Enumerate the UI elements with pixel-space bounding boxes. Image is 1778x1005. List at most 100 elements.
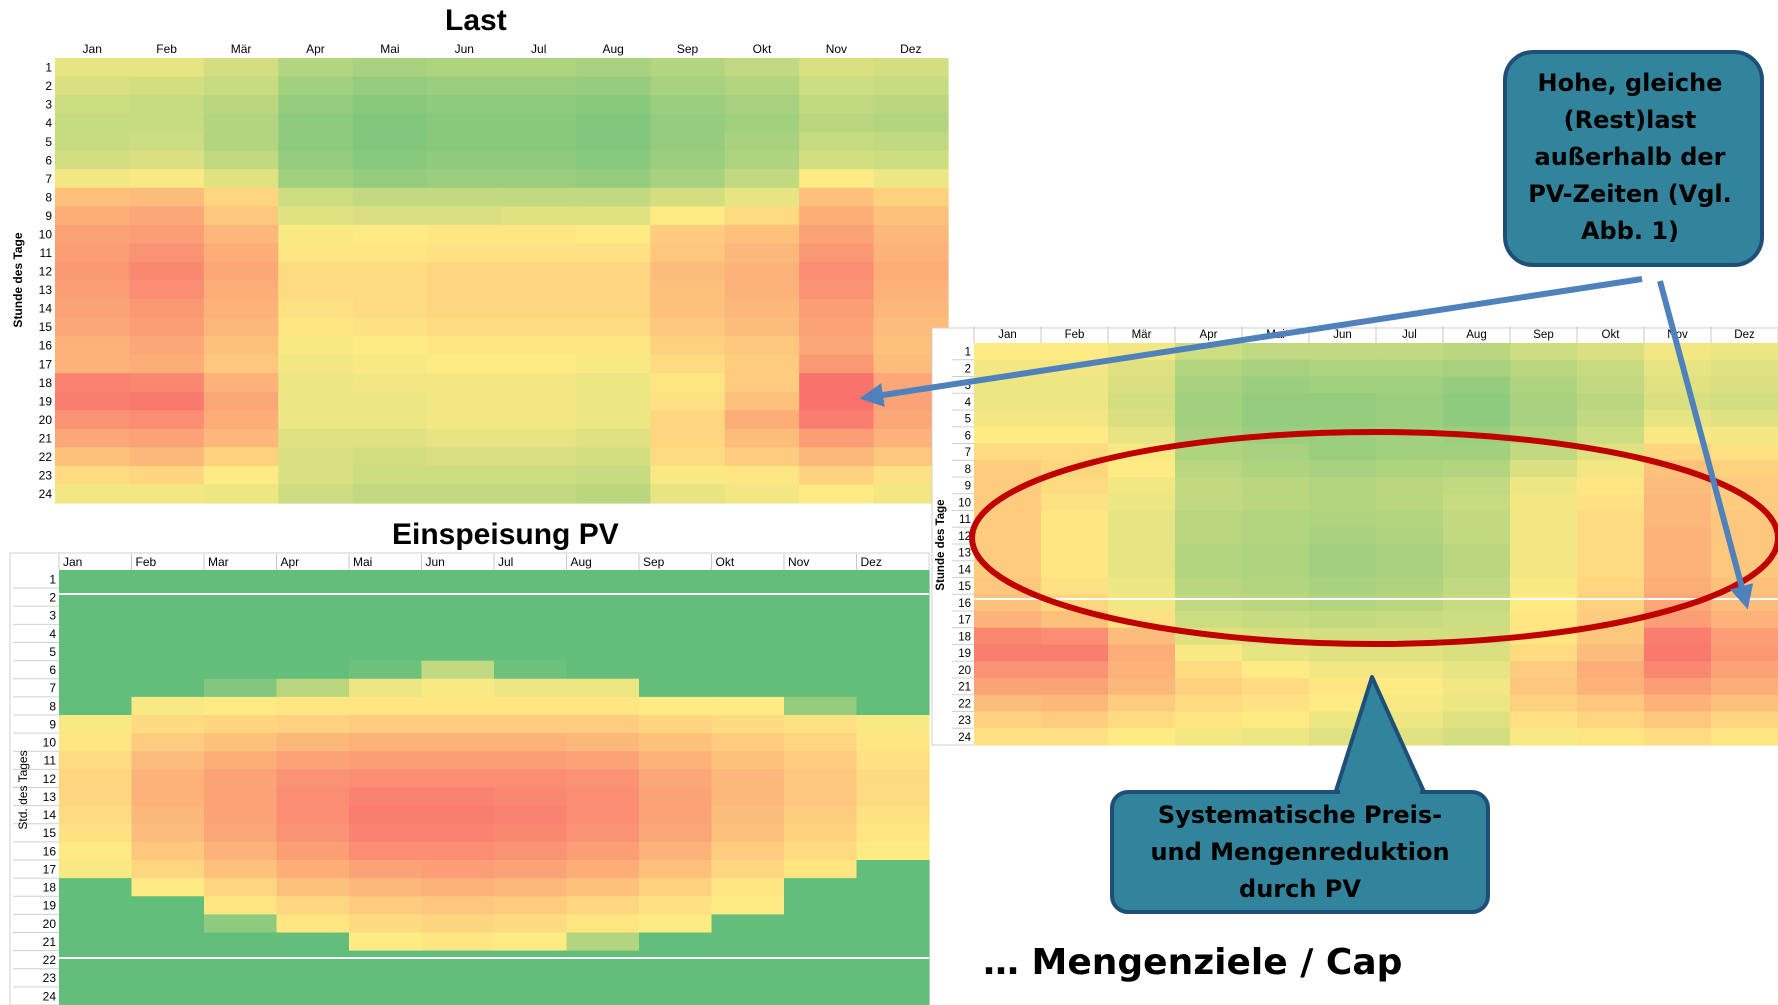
heatmap-cell [711, 950, 785, 970]
heatmap-cell [1510, 678, 1578, 696]
hour-label: 8 [49, 699, 56, 713]
heatmap-cell [724, 150, 800, 170]
heatmap-cell [873, 224, 949, 245]
callout-pointer [1333, 675, 1427, 795]
heatmap-cell [55, 206, 131, 226]
heatmap-cell [1510, 661, 1578, 679]
heatmap-cell [129, 132, 205, 152]
heatmap-cell [352, 132, 428, 152]
heatmap-cell [1175, 410, 1243, 428]
heatmap-cell [566, 896, 640, 915]
heatmap-cell [1376, 393, 1444, 411]
heatmap-cell [1644, 376, 1712, 394]
heatmap-cell [1108, 376, 1176, 394]
heatmap-cell [856, 986, 930, 1005]
month-label: Jun [1333, 329, 1352, 341]
heatmap-cell [724, 410, 800, 430]
heatmap-cell [1041, 544, 1109, 562]
heatmap-cell [421, 823, 495, 843]
heatmap-cell [856, 715, 930, 734]
heatmap-cell [1309, 527, 1377, 545]
heatmap-cell [349, 986, 423, 1005]
heatmap-cell [501, 261, 577, 282]
heatmap-cell [204, 986, 278, 1005]
hour-label: 5 [45, 135, 52, 149]
heatmap-cell [1041, 477, 1109, 495]
heatmap-cell [1175, 460, 1243, 478]
heatmap-cell [494, 696, 568, 716]
heatmap-cell [1108, 678, 1176, 696]
callout-joint [1340, 788, 1420, 798]
heatmap-cell [59, 914, 133, 934]
heatmap-cell [131, 968, 205, 988]
heatmap-cell [873, 113, 949, 133]
heatmap-cell [566, 769, 640, 789]
heatmap-cell [203, 243, 279, 263]
heatmap-cell [278, 373, 354, 393]
heatmap-cell [724, 447, 800, 467]
heatmap-cell [711, 860, 785, 879]
heatmap-cell [501, 354, 577, 374]
heatmap-cell [349, 805, 423, 825]
heatmap-cell [203, 354, 279, 374]
heatmap-cell [421, 986, 495, 1005]
hour-label: 13 [958, 548, 971, 560]
month-label: Aug [571, 555, 592, 569]
heatmap-cell [427, 150, 503, 170]
heatmap-cell [278, 169, 354, 189]
heatmap-cell [566, 805, 640, 825]
heatmap-cell [799, 76, 875, 96]
hour-label: 16 [958, 598, 971, 610]
heatmap-cell [974, 527, 1042, 545]
heatmap-cell [427, 391, 503, 411]
heatmap-cell [1510, 376, 1578, 394]
heatmap-cell [799, 261, 875, 282]
heatmap-cell [129, 336, 205, 356]
hour-label: 5 [49, 645, 56, 659]
heatmap-cell [873, 169, 949, 189]
heatmap-cell [1443, 594, 1511, 612]
heatmap-cell [1510, 443, 1578, 461]
heatmap-cell [494, 660, 568, 680]
heatmap-cell [59, 841, 133, 861]
heatmap-cell [59, 588, 133, 607]
heatmap-cell [1577, 644, 1645, 662]
heatmap-cell [856, 751, 930, 770]
heatmap-cell [55, 261, 131, 282]
hour-label: 17 [39, 357, 53, 371]
heatmap-cell [784, 696, 858, 716]
heatmap-cell [873, 484, 949, 504]
callout-line: Abb. 1) [1580, 217, 1680, 245]
heatmap-cell [494, 860, 568, 879]
heatmap-cell [799, 317, 875, 337]
heatmap-cell [1376, 560, 1444, 579]
heatmap-cell [1175, 560, 1243, 579]
heatmap-cell [1376, 694, 1444, 713]
heatmap-cell [501, 206, 577, 226]
heatmap-cell [276, 769, 350, 789]
heatmap-cell [1644, 728, 1712, 746]
heatmap-cell [204, 932, 278, 952]
heatmap-cell [204, 787, 278, 807]
heatmap-cell [129, 169, 205, 189]
heatmap-cell [799, 280, 875, 300]
heatmap-cell [276, 751, 350, 770]
heatmap-cell [59, 932, 133, 952]
heatmap-cell [1242, 510, 1310, 528]
heatmap-cell [799, 150, 875, 170]
heatmap-cell [55, 299, 131, 319]
heatmap-cell [724, 336, 800, 356]
heatmap-cell [55, 280, 131, 300]
heatmap-cell [129, 95, 205, 115]
heatmap-cell [1376, 594, 1444, 612]
heatmap-cell [427, 76, 503, 96]
heatmap-cell [1711, 711, 1778, 729]
heatmap-cell [131, 660, 205, 680]
heatmap-cell [1577, 711, 1645, 729]
heatmap-cell [131, 878, 205, 897]
heatmap-cell [856, 968, 930, 988]
heatmap-cell [276, 896, 350, 915]
heatmap-cell [784, 751, 858, 770]
heatmap-cell [1108, 728, 1176, 746]
